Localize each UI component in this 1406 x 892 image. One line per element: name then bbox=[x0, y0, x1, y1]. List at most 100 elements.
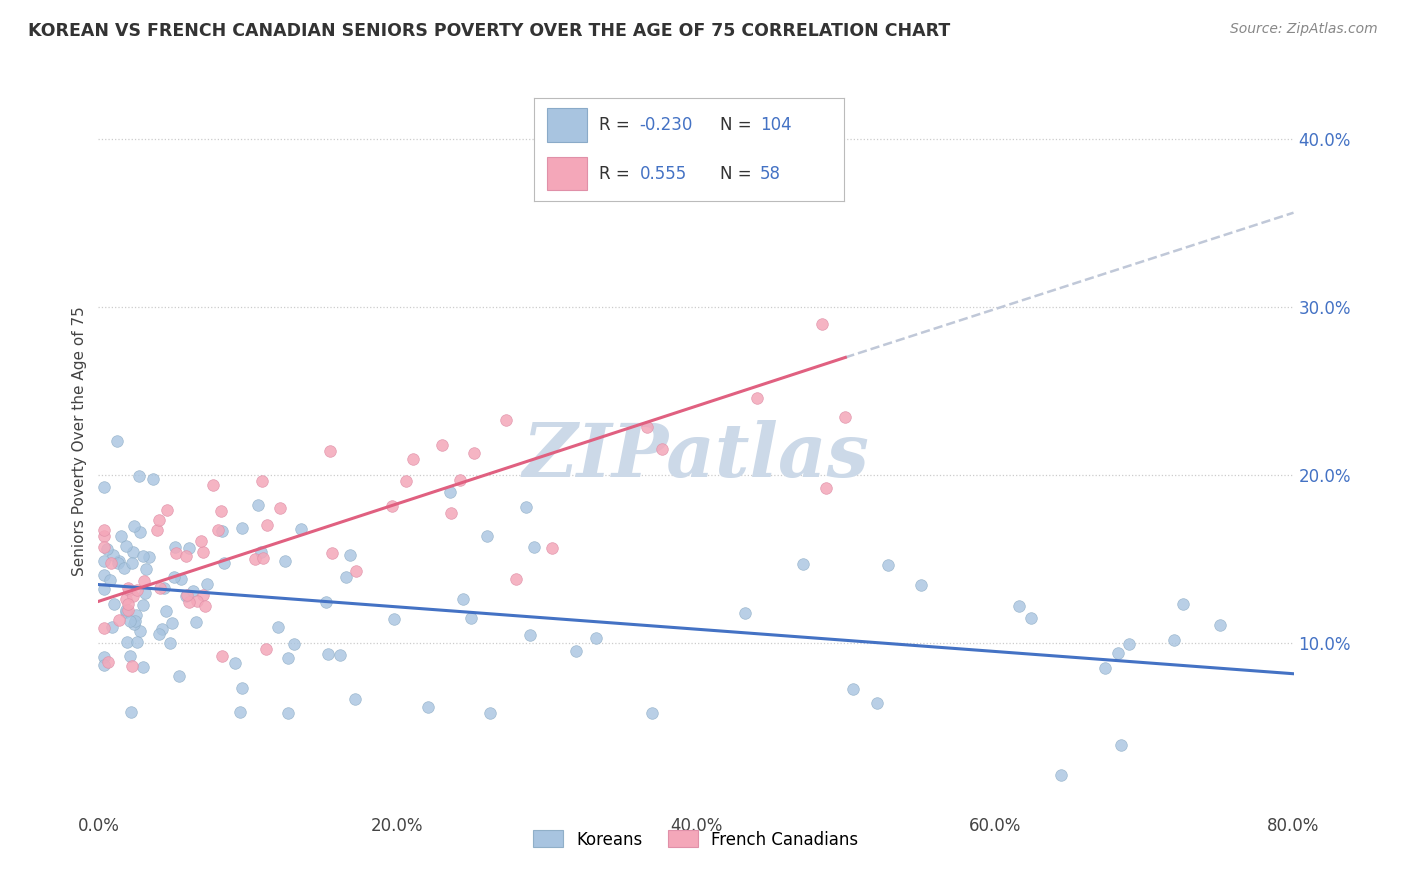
Point bbox=[177, 541, 200, 556]
Point bbox=[250, 545, 273, 559]
Point bbox=[93, 480, 115, 494]
Point bbox=[212, 557, 235, 571]
Point bbox=[122, 545, 145, 559]
Point bbox=[1109, 738, 1132, 752]
Point bbox=[252, 550, 274, 565]
Point bbox=[231, 681, 253, 695]
Point bbox=[515, 500, 537, 514]
Point bbox=[209, 504, 232, 518]
Bar bbox=[547, 108, 586, 142]
Point bbox=[138, 550, 160, 565]
Point bbox=[451, 592, 474, 607]
Point bbox=[866, 696, 889, 710]
Point bbox=[256, 518, 278, 533]
Point bbox=[162, 615, 184, 630]
Point bbox=[181, 583, 204, 598]
Point bbox=[792, 557, 814, 571]
Point bbox=[134, 586, 156, 600]
Point bbox=[121, 556, 143, 570]
Point bbox=[115, 603, 138, 617]
Point bbox=[159, 635, 181, 649]
Point bbox=[124, 614, 146, 628]
Point bbox=[381, 500, 404, 514]
Point bbox=[127, 634, 149, 648]
Point bbox=[876, 558, 898, 573]
Point bbox=[174, 589, 197, 603]
Point bbox=[101, 548, 124, 562]
Point bbox=[93, 554, 115, 568]
Point bbox=[108, 613, 131, 627]
Point bbox=[195, 577, 218, 591]
Point bbox=[120, 648, 142, 663]
Point bbox=[120, 705, 142, 719]
Point bbox=[478, 706, 501, 721]
Text: KOREAN VS FRENCH CANADIAN SENIORS POVERTY OVER THE AGE OF 75 CORRELATION CHART: KOREAN VS FRENCH CANADIAN SENIORS POVERT… bbox=[28, 22, 950, 40]
Text: 104: 104 bbox=[761, 116, 792, 135]
Point bbox=[96, 541, 118, 556]
Point bbox=[315, 595, 337, 609]
Point bbox=[229, 705, 252, 719]
Text: -0.230: -0.230 bbox=[640, 116, 693, 135]
Point bbox=[346, 564, 368, 578]
Point bbox=[186, 594, 208, 608]
Point bbox=[207, 523, 229, 537]
Point bbox=[811, 317, 834, 331]
Point bbox=[101, 620, 124, 634]
Point bbox=[170, 572, 193, 586]
Point bbox=[148, 513, 170, 527]
Point bbox=[477, 529, 499, 543]
Point bbox=[321, 546, 343, 560]
Point bbox=[1209, 618, 1232, 632]
Point bbox=[176, 588, 198, 602]
Point bbox=[1171, 597, 1194, 611]
Point bbox=[250, 474, 273, 488]
Point bbox=[121, 659, 143, 673]
Point bbox=[131, 659, 153, 673]
Point bbox=[641, 706, 664, 721]
Point bbox=[247, 498, 270, 512]
Point bbox=[124, 518, 146, 533]
Point bbox=[155, 605, 177, 619]
Point bbox=[495, 412, 517, 426]
Point bbox=[115, 592, 138, 607]
Point bbox=[266, 620, 288, 634]
Point bbox=[191, 545, 214, 559]
Point bbox=[522, 540, 544, 554]
Point bbox=[93, 523, 115, 537]
Point bbox=[329, 648, 352, 662]
Point bbox=[127, 582, 149, 597]
Point bbox=[163, 570, 186, 584]
Point bbox=[463, 446, 485, 460]
Point bbox=[100, 557, 122, 571]
Point bbox=[114, 539, 136, 553]
Point bbox=[120, 614, 142, 628]
Point bbox=[243, 552, 266, 566]
Point bbox=[316, 647, 339, 661]
Point bbox=[118, 583, 141, 598]
Point bbox=[224, 656, 246, 670]
Point bbox=[269, 500, 291, 515]
Point bbox=[211, 524, 233, 538]
Point bbox=[107, 554, 129, 568]
Point bbox=[129, 624, 152, 638]
Point bbox=[142, 472, 165, 486]
Point bbox=[585, 631, 607, 645]
Point bbox=[93, 540, 115, 554]
Point bbox=[636, 420, 658, 434]
Point bbox=[343, 692, 366, 706]
Point bbox=[335, 569, 357, 583]
Point bbox=[1118, 637, 1140, 651]
Point bbox=[651, 442, 673, 456]
Point bbox=[124, 616, 146, 631]
Point bbox=[1163, 632, 1185, 647]
Point bbox=[114, 561, 136, 575]
Point bbox=[125, 607, 148, 622]
Point bbox=[541, 541, 564, 556]
Point bbox=[193, 588, 215, 602]
Point bbox=[231, 521, 253, 535]
Point bbox=[440, 506, 463, 520]
Point bbox=[93, 582, 115, 596]
Point bbox=[460, 611, 482, 625]
Point bbox=[117, 597, 139, 611]
Bar bbox=[547, 157, 586, 190]
